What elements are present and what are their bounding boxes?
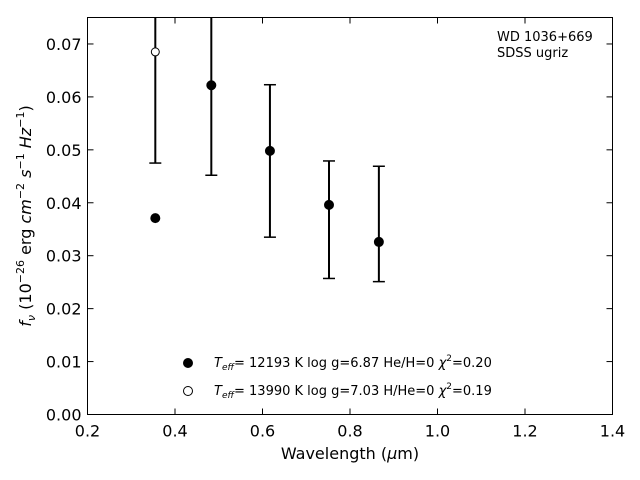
- x-axis-label: Wavelength (μm): [281, 444, 419, 463]
- x-axis-ticks: 0.2 0.4 0.6 0.8 1.0 1.2 1.4: [75, 17, 625, 441]
- x-tick-label: 1.0: [425, 422, 450, 441]
- model-point-filled: [150, 213, 161, 224]
- model-point-open: [150, 47, 160, 57]
- y-tick-label: 0.07: [46, 35, 82, 54]
- annotation-line-1: WD 1036+669: [497, 30, 593, 45]
- annotation-line-2: SDSS ugriz: [497, 46, 568, 61]
- y-axis-label: fν (10−26 erg cm−2 s−1 Hz−1): [14, 105, 38, 326]
- error-bars: [149, 17, 385, 283]
- y-tick-label: 0.06: [46, 88, 82, 107]
- legend-marker: [183, 386, 193, 396]
- data-markers: [150, 47, 384, 247]
- x-tick-label: 1.4: [600, 422, 625, 441]
- y-tick-label: 0.02: [46, 300, 82, 319]
- model-point-filled: [324, 199, 334, 210]
- legend-entry: Teff= 13990 K log g=7.03 H/He=0 χ2=0.19: [214, 382, 492, 401]
- y-tick-label: 0.04: [46, 194, 82, 213]
- model-point-filled: [206, 80, 217, 91]
- y-tick-label: 0.00: [46, 406, 82, 425]
- model-point-filled: [264, 145, 275, 156]
- x-tick-label: 0.6: [250, 422, 275, 441]
- legend: Teff= 12193 K log g=6.87 He/H=0 χ2=0.20 T…: [183, 354, 492, 401]
- y-axis-label-group: fν (10−26 erg cm−2 s−1 Hz−1): [14, 105, 38, 326]
- x-tick-label: 0.2: [75, 422, 100, 441]
- x-tick-label: 0.4: [162, 422, 187, 441]
- y-axis-ticks: 0.00 0.01 0.02 0.03 0.04 0.05 0.06 0.07: [46, 35, 613, 425]
- y-tick-label: 0.01: [46, 353, 82, 372]
- y-tick-label: 0.05: [46, 141, 82, 160]
- x-tick-label: 0.8: [337, 422, 362, 441]
- y-tick-label: 0.03: [46, 247, 82, 266]
- legend-marker: [183, 358, 193, 368]
- model-point-filled: [373, 236, 384, 247]
- legend-entry: Teff= 12193 K log g=6.87 He/H=0 χ2=0.20: [214, 354, 492, 373]
- x-tick-label: 1.2: [512, 422, 537, 441]
